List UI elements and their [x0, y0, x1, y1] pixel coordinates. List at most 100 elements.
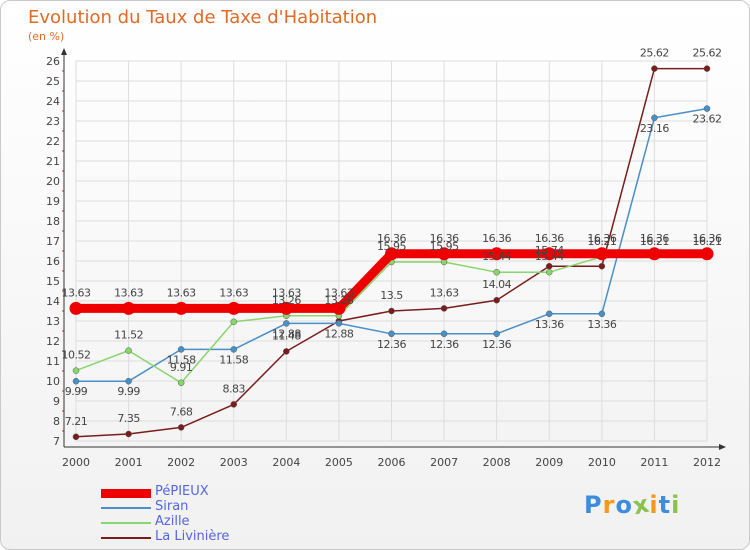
y-tick-label: 19 [46, 195, 60, 208]
data-point [283, 320, 290, 327]
x-tick-label: 2001 [115, 456, 143, 469]
logo-letter: o [615, 491, 633, 519]
data-point [388, 307, 395, 315]
data-label: 13.36 [587, 318, 616, 331]
y-tick-label: 18 [46, 215, 60, 228]
data-label: 9.91 [170, 361, 193, 374]
data-label: 16.21 [587, 235, 616, 248]
legend-label: Azille [155, 514, 190, 529]
data-label: 13.63 [430, 286, 459, 299]
data-point [283, 348, 290, 355]
data-point [703, 65, 711, 72]
data-label: 13.63 [114, 286, 143, 299]
data-point [598, 262, 606, 270]
y-tick-label: 21 [46, 155, 60, 168]
data-label: 12.88 [324, 327, 353, 340]
data-point [598, 310, 606, 318]
data-point [122, 301, 136, 315]
data-point [651, 114, 658, 122]
data-point [174, 301, 188, 315]
data-point [546, 262, 553, 270]
data-label: 8.83 [223, 382, 246, 395]
data-label: 16.21 [693, 235, 722, 248]
data-point [700, 247, 714, 261]
y-tick-label: 26 [46, 55, 60, 68]
data-label: 14.04 [482, 278, 511, 291]
data-point [177, 379, 185, 387]
x-tick-label: 2009 [535, 456, 563, 469]
data-label: 16.21 [640, 235, 669, 248]
data-label: 11.52 [114, 329, 143, 342]
y-tick-label: 23 [46, 115, 60, 128]
data-point [177, 424, 185, 431]
data-point [493, 330, 500, 338]
y-axis-arrow [61, 48, 67, 55]
data-label: 13.26 [324, 294, 353, 307]
y-tick-label: 14 [46, 295, 60, 308]
legend-swatch [101, 522, 151, 524]
y-tick-label: 22 [46, 135, 60, 148]
data-label: 15.95 [377, 240, 406, 253]
data-point [72, 433, 80, 441]
x-tick-label: 2003 [220, 456, 248, 469]
x-tick-label: 2004 [272, 456, 300, 469]
data-point [177, 346, 185, 353]
data-point [227, 301, 241, 315]
data-point [72, 367, 80, 374]
data-label: 12.36 [482, 338, 511, 351]
data-point [125, 430, 132, 438]
proxiti-logo: Proxiti [584, 490, 680, 521]
y-tick-label: 9 [53, 395, 60, 408]
data-point [332, 301, 346, 315]
data-point [542, 247, 556, 261]
legend-swatch [101, 507, 151, 509]
data-label: 11.58 [167, 353, 196, 366]
data-label: 23.62 [693, 113, 722, 126]
y-tick-label: 25 [46, 75, 60, 88]
data-label: 25.62 [640, 47, 669, 60]
data-label: 13.63 [167, 286, 196, 299]
data-point [69, 301, 83, 315]
data-label: 9.99 [65, 385, 88, 398]
data-point [546, 310, 553, 318]
x-tick-label: 2000 [62, 456, 90, 469]
data-label: 12.36 [377, 338, 406, 351]
data-point [440, 330, 448, 338]
x-tick-label: 2007 [430, 456, 458, 469]
data-point [388, 330, 395, 338]
data-label: 15.44 [482, 250, 511, 263]
y-tick-label: 8 [53, 415, 60, 428]
data-label: 25.62 [693, 47, 722, 60]
data-label: 16.36 [587, 232, 616, 245]
data-point [703, 105, 711, 112]
y-tick-label: 12 [46, 335, 60, 348]
data-point [490, 247, 504, 261]
data-label: 15.95 [430, 240, 459, 253]
data-label: 11.58 [219, 353, 248, 366]
data-point [279, 301, 293, 315]
data-label: 10.52 [62, 349, 91, 362]
data-point [230, 318, 237, 326]
x-tick-label: 2008 [483, 456, 511, 469]
data-label: 12.88 [272, 327, 301, 340]
data-label: 16.36 [535, 232, 564, 245]
data-point [72, 377, 80, 385]
data-label: 16.36 [482, 232, 511, 245]
data-label: 7.21 [65, 415, 88, 428]
data-label: 16.36 [430, 232, 459, 245]
data-point [647, 247, 661, 261]
data-point [125, 347, 132, 354]
data-label: 13.63 [272, 286, 301, 299]
y-tick-label: 7 [53, 435, 60, 448]
x-tick-label: 2006 [378, 456, 406, 469]
x-axis-arrow [719, 444, 726, 450]
x-tick-label: 2002 [167, 456, 195, 469]
y-tick-label: 24 [46, 95, 60, 108]
x-tick-label: 2005 [325, 456, 353, 469]
data-label: 15.44 [535, 250, 564, 263]
data-point [493, 268, 500, 276]
logo-letter: r [602, 491, 616, 519]
data-label: 15.74 [535, 244, 564, 257]
